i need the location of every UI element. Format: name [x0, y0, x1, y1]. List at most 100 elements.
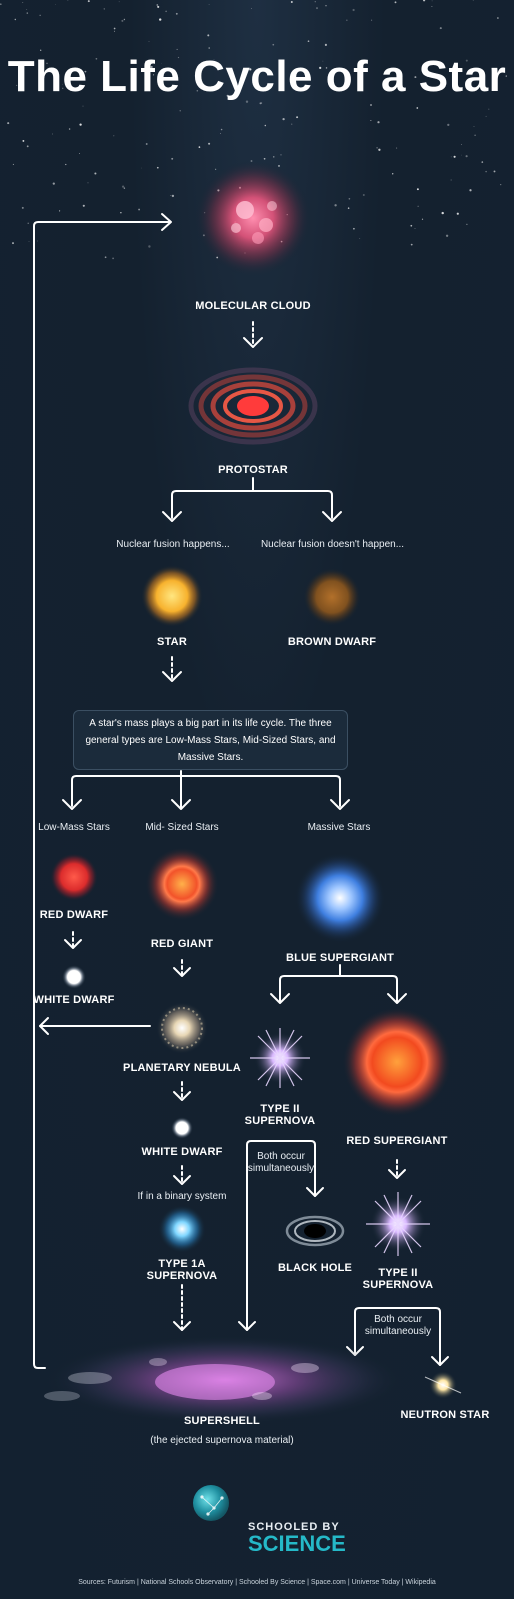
background-star	[145, 143, 148, 145]
background-star	[52, 133, 53, 135]
fork-blue-right-head	[387, 993, 407, 1004]
background-star	[307, 40, 310, 43]
background-star	[422, 0, 426, 2]
label-white-dwarf-low: WHITE DWARF	[33, 994, 115, 1006]
starfield	[0, 0, 507, 260]
background-star	[370, 120, 372, 121]
arrow-reddwarf-whitedwarf-head	[64, 939, 82, 949]
background-star	[280, 154, 282, 156]
label-type-ii-a-line1: TYPE II	[260, 1103, 300, 1115]
background-star	[465, 59, 468, 62]
fork-blue	[279, 975, 398, 1002]
background-star	[325, 67, 328, 69]
background-star	[171, 194, 175, 198]
background-star	[26, 145, 29, 148]
planetary-nebula-illustration	[156, 1002, 208, 1054]
background-star	[505, 75, 507, 77]
background-star	[314, 1, 316, 3]
background-star	[394, 1, 397, 4]
background-star	[485, 170, 487, 173]
background-star	[197, 74, 200, 76]
label-white-dwarf-mid: WHITE DWARF	[141, 1146, 223, 1158]
label-supershell: SUPERSHELL	[184, 1415, 260, 1427]
background-star	[347, 207, 350, 209]
background-star	[52, 182, 55, 185]
background-star	[273, 156, 275, 158]
background-star	[165, 10, 167, 13]
background-star	[121, 185, 125, 188]
background-star	[12, 163, 14, 165]
background-star	[148, 245, 151, 248]
background-star	[118, 1, 120, 3]
arrow-cloud-protostar-head	[243, 337, 263, 348]
background-star	[450, 156, 452, 158]
background-star	[453, 155, 456, 158]
background-star	[95, 57, 98, 60]
background-star	[220, 133, 221, 134]
background-star	[370, 104, 372, 106]
background-star	[421, 218, 424, 220]
fork-low-head	[62, 799, 82, 810]
blue-supergiant-illustration	[295, 853, 385, 943]
background-star	[444, 82, 447, 85]
background-star	[416, 107, 419, 109]
background-star	[263, 157, 266, 160]
background-star	[36, 240, 38, 242]
fork-blue-left-head	[270, 993, 290, 1004]
sources-footer: Sources: Futurism | National Schools Obs…	[78, 1579, 436, 1586]
background-star	[353, 227, 355, 230]
background-star	[465, 155, 468, 158]
logo-text-bottom: SCIENCE	[248, 1531, 346, 1556]
background-star	[28, 241, 30, 242]
background-star	[346, 19, 348, 21]
background-star	[138, 208, 141, 211]
red-dwarf-illustration	[50, 853, 98, 901]
label-red-dwarf: RED DWARF	[39, 909, 109, 921]
white-dwarf-illustration	[62, 965, 86, 989]
fork-protostar	[171, 490, 333, 519]
neutron-star-illustration	[424, 1371, 462, 1399]
note-fusion-yes: Nuclear fusion happens...	[116, 539, 230, 550]
page-title: The Life Cycle of a Star	[7, 52, 507, 101]
background-star	[324, 43, 327, 46]
background-star	[207, 34, 210, 37]
background-star	[414, 228, 416, 229]
background-star	[466, 223, 468, 226]
background-star	[259, 102, 262, 105]
background-star	[291, 123, 293, 125]
background-star	[67, 0, 69, 1]
background-star	[461, 154, 463, 156]
background-star	[493, 170, 496, 173]
background-star	[40, 49, 42, 51]
background-star	[461, 144, 462, 145]
planetary-nebula-ring	[161, 1007, 203, 1049]
background-star	[79, 153, 80, 155]
background-star	[121, 19, 124, 22]
arrow-redgiant-nebula-head	[173, 967, 191, 977]
arrow-nebula-whitedwarf-head	[173, 1091, 191, 1101]
background-star	[316, 7, 318, 10]
label-blue-supergiant: BLUE SUPERGIANT	[285, 952, 395, 964]
background-star	[215, 168, 217, 170]
red-supergiant-illustration	[342, 1007, 452, 1117]
label-low-mass: Low-Mass Stars	[38, 822, 110, 833]
background-star	[376, 146, 378, 149]
brown-dwarf-illustration	[303, 568, 361, 626]
background-star	[22, 2, 24, 3]
background-star	[156, 166, 159, 169]
background-star	[500, 184, 502, 186]
background-star	[59, 210, 61, 212]
label-planetary-nebula: PLANETARY NEBULA	[123, 1062, 241, 1074]
type-1a-supernova-illustration	[158, 1205, 206, 1253]
background-star	[290, 1, 293, 3]
black-hole-illustration	[285, 1215, 345, 1247]
background-star	[196, 89, 199, 92]
background-star	[416, 188, 419, 191]
molecular-cloud-illustration	[195, 160, 311, 276]
background-star	[469, 189, 472, 192]
background-star	[103, 8, 105, 10]
background-star	[481, 161, 484, 163]
fork-mass	[71, 775, 341, 807]
